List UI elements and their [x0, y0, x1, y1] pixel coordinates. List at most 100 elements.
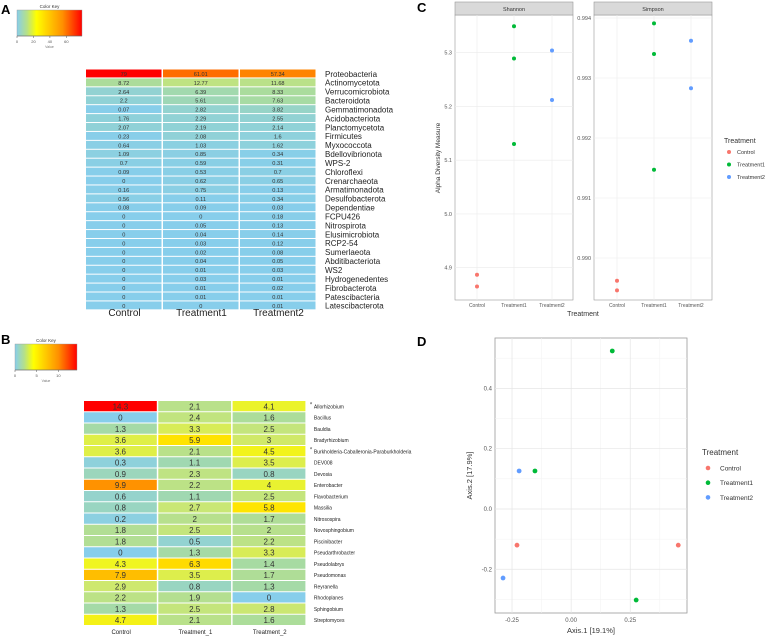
- heatmap-cell-value: 0.03: [272, 268, 283, 274]
- heatmap-panel-a: Color Key 0 20 40 60 Value 79 61.01 57.34 Proteob…: [16, 4, 394, 319]
- heatmap-cell-value: 0.2: [115, 515, 127, 524]
- heatmap-cell: [163, 96, 239, 105]
- heatmap-cell-value: 0.14: [272, 232, 283, 238]
- heatmap-cell-value: 2.9: [115, 582, 127, 591]
- color-key-xlabel: Value: [45, 45, 54, 49]
- heatmap-cell-value: 9.9: [115, 481, 127, 490]
- legend-label: Treatment2: [720, 495, 753, 502]
- facet-plot-area: [593, 14, 713, 301]
- heatmap-cell-value: 6.39: [195, 90, 206, 96]
- heatmap-cell: [240, 247, 316, 256]
- panel-label-b: B: [1, 332, 10, 347]
- y-tick-label: 0.990: [577, 256, 591, 262]
- row-label: Streptomyces: [314, 618, 345, 624]
- data-point-treatment1: [512, 56, 516, 61]
- color-key-tick-label: 60: [64, 39, 69, 44]
- heatmap-cell: [240, 292, 316, 301]
- legend-key-treatment1: [727, 162, 731, 167]
- row-label: Firmicutes: [325, 132, 362, 141]
- heatmap-cell: [158, 614, 232, 625]
- heatmap-cell: [163, 167, 239, 176]
- data-point-control: [675, 542, 681, 548]
- heatmap-cell-value: 1.76: [118, 117, 129, 123]
- heatmap-cell: [163, 78, 239, 87]
- panel-label-d: D: [417, 334, 426, 349]
- heatmap-cell-value: 0.02: [195, 250, 206, 256]
- heatmap-cell: [240, 96, 316, 105]
- data-point-treatment2: [516, 468, 522, 474]
- heatmap-cell: [84, 446, 157, 457]
- heatmap-cell: [86, 274, 162, 283]
- heatmap-cell: [240, 149, 316, 158]
- y-tick-label: 5.1: [444, 158, 452, 164]
- heatmap-cell-value: 0: [122, 304, 125, 310]
- heatmap-cell-value: 0: [118, 414, 123, 423]
- heatmap-cell-value: 3.5: [189, 571, 201, 580]
- heatmap-cell: [86, 131, 162, 140]
- heatmap-cell-value: 0.01: [272, 295, 283, 301]
- x-tick-label: Treatment2: [539, 303, 565, 309]
- row-label: Bauldia: [314, 427, 331, 433]
- heatmap-cell-value: 0: [122, 250, 125, 256]
- heatmap-cell: [240, 194, 316, 203]
- heatmap-cell: [240, 265, 316, 274]
- data-point-treatment1: [512, 24, 516, 29]
- data-point-treatment2: [689, 38, 693, 43]
- facet-strip: [593, 1, 713, 16]
- heatmap-cell: [86, 96, 162, 105]
- legend-label: Treatment1: [720, 480, 753, 487]
- heatmap-cell: [86, 221, 162, 230]
- heatmap-cell: [163, 140, 239, 149]
- heatmap-cell: [158, 434, 232, 445]
- y-axis-title: Alpha Diversity Measure: [435, 122, 442, 193]
- x-tick-label: Treatment1: [501, 303, 527, 309]
- heatmap-cell-value: 4.7: [115, 616, 127, 625]
- row-label: RCP2-54: [325, 239, 358, 248]
- data-point-control: [514, 542, 520, 548]
- heatmap-cell: [232, 491, 306, 502]
- row-label: Devosia: [314, 472, 332, 478]
- row-label: Bradyrhizobium: [314, 438, 349, 444]
- heatmap-cell-value: 4.1: [263, 402, 275, 411]
- heatmap-cell: [158, 524, 232, 535]
- x-tick-label: -0.25: [505, 618, 519, 624]
- heatmap-cell-value: 4.3: [115, 560, 127, 569]
- y-tick-label: 4.9: [444, 266, 452, 272]
- heatmap-cell: [86, 114, 162, 123]
- heatmap-cell-value: 1.4: [263, 560, 275, 569]
- row-label: Sumerlaeota: [325, 248, 371, 257]
- row-label: Abditibacteriota: [325, 257, 381, 266]
- heatmap-cell-value: 0.6: [115, 492, 127, 501]
- heatmap-cell-value: 1.3: [189, 549, 201, 558]
- color-key-gradient: [16, 9, 83, 37]
- heatmap-cell-value: 0.12: [272, 241, 283, 247]
- heatmap-cell-value: 0.01: [272, 304, 283, 310]
- heatmap-cell: [158, 401, 232, 412]
- heatmap-cell: [163, 105, 239, 114]
- row-label: Pseudomonas: [314, 573, 346, 579]
- data-point-control: [615, 288, 619, 293]
- heatmap-cell-value: 0.59: [195, 161, 206, 167]
- heatmap-cell: [163, 185, 239, 194]
- pcoa-panel: -0.25 0.00 0.25 -0.2 0.0 0.2 0.4 Axis.1 [19.1%]…: [465, 337, 753, 635]
- data-point-control: [475, 272, 479, 277]
- heatmap-cell-value: 7.63: [272, 99, 283, 105]
- row-label: Reyranella: [314, 584, 338, 590]
- heatmap-cell: [163, 230, 239, 238]
- heatmap-cell-value: 0.05: [195, 224, 206, 230]
- heatmap-cell: [163, 265, 239, 274]
- color-key-tick-label: 10: [56, 373, 61, 378]
- row-label: Flavobacterium: [314, 494, 348, 500]
- heatmap-cell-value: 0.03: [272, 206, 283, 212]
- heatmap-cell-value: 3.6: [115, 447, 127, 456]
- heatmap-cell-value: 0.18: [272, 215, 283, 221]
- color-key-tick-label: 40: [48, 39, 53, 44]
- heatmap-cell: [232, 581, 306, 592]
- heatmap-cell-value: 0.34: [272, 152, 283, 158]
- heatmap-cell-value: 5.8: [263, 504, 275, 513]
- heatmap-cell-value: 1.03: [195, 143, 206, 149]
- row-label: Armatimonadota: [325, 186, 384, 195]
- heatmap-cell-value: 2.3: [189, 470, 201, 479]
- heatmap-cell: [84, 434, 157, 445]
- y-tick-label: 0.994: [577, 16, 591, 22]
